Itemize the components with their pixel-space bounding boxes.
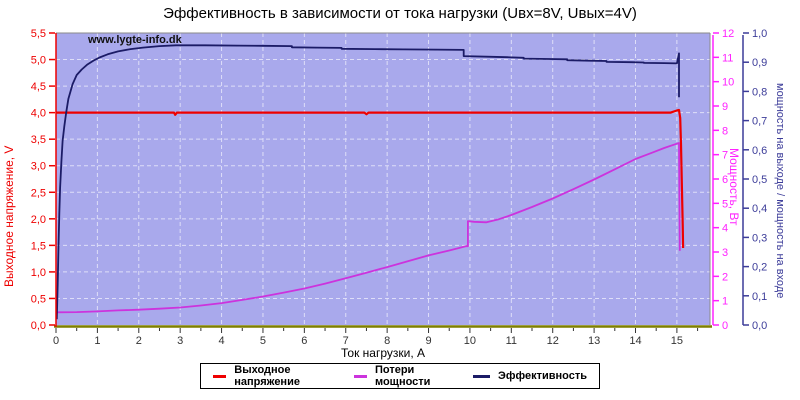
series-power-loss xyxy=(55,142,681,314)
x-tick-label: 5 xyxy=(260,335,266,347)
x-tick-label: 10 xyxy=(464,335,476,347)
series-efficiency xyxy=(55,44,680,320)
x-tick-label: 2 xyxy=(136,335,142,347)
legend-label-efficiency: Эффективность xyxy=(498,370,587,382)
power-tick-label: 2 xyxy=(722,271,728,283)
power-tick-label: 4 xyxy=(722,223,728,235)
legend-swatch-power-loss xyxy=(353,374,367,378)
voltage-tick-label: 5,5 xyxy=(31,28,46,40)
efficiency-tick-label: 0,9 xyxy=(752,57,767,69)
power-tick-label: 1 xyxy=(722,296,728,308)
voltage-tick-label: 2,0 xyxy=(31,214,46,226)
legend-label-output-voltage: Выходное напряжение xyxy=(234,364,300,388)
efficiency-tick-label: 0,8 xyxy=(752,86,767,98)
efficiency-tick-label: 0,4 xyxy=(752,203,767,215)
voltage-tick-label: 2,5 xyxy=(31,187,46,199)
x-tick-label: 11 xyxy=(506,335,517,347)
legend-item-power-loss: Потери мощности xyxy=(353,364,451,388)
efficiency-tick-label: 0,3 xyxy=(752,232,767,244)
legend-item-efficiency: Эффективность xyxy=(473,370,587,382)
x-tick-label: 4 xyxy=(219,335,225,347)
x-tick-label: 14 xyxy=(629,335,641,347)
x-tick-label: 7 xyxy=(343,335,349,347)
y-axis-title-power: Мощность, Вт xyxy=(727,148,741,226)
voltage-tick-label: 3,0 xyxy=(31,161,46,173)
x-tick-label: 3 xyxy=(177,335,183,347)
voltage-tick-label: 1,0 xyxy=(31,267,46,279)
plot-background xyxy=(56,33,710,325)
legend-swatch-efficiency xyxy=(473,374,491,378)
efficiency-tick-label: 1,0 xyxy=(752,28,767,40)
power-tick-label: 12 xyxy=(722,28,734,40)
legend: Выходное напряжение Потери мощности Эффе… xyxy=(200,363,600,389)
voltage-tick-label: 5,0 xyxy=(31,55,46,67)
x-tick-label: 15 xyxy=(671,335,683,347)
power-tick-label: 9 xyxy=(722,101,728,113)
y-axis-title-efficiency: мощность на выходе / мощность на входе xyxy=(774,83,786,299)
x-tick-label: 0 xyxy=(53,335,59,347)
voltage-tick-label: 0,0 xyxy=(31,320,46,332)
x-tick-label: 9 xyxy=(425,335,431,347)
voltage-tick-label: 0,5 xyxy=(31,293,46,305)
y-axis-title-voltage: Выходное напряжение, V xyxy=(2,145,16,287)
power-tick-label: 3 xyxy=(722,247,728,259)
chart-title: Эффективность в зависимости от тока нагр… xyxy=(163,5,637,22)
voltage-tick-label: 3,5 xyxy=(31,134,46,146)
efficiency-tick-label: 0,2 xyxy=(752,262,767,274)
x-tick-label: 6 xyxy=(301,335,307,347)
x-tick-label: 13 xyxy=(588,335,600,347)
voltage-tick-label: 4,0 xyxy=(31,108,46,120)
power-tick-label: 7 xyxy=(722,150,728,162)
legend-swatch-output-voltage xyxy=(213,374,227,378)
power-tick-label: 10 xyxy=(722,77,734,89)
x-tick-label: 12 xyxy=(547,335,559,347)
legend-label-power-loss: Потери мощности xyxy=(374,364,431,388)
power-tick-label: 5 xyxy=(722,198,728,210)
efficiency-tick-label: 0,7 xyxy=(752,116,767,128)
efficiency-tick-label: 0,5 xyxy=(752,174,767,186)
x-tick-label: 8 xyxy=(384,335,390,347)
efficiency-tick-label: 0,6 xyxy=(752,145,767,157)
efficiency-tick-label: 0,1 xyxy=(752,291,767,303)
efficiency-tick-label: 0,0 xyxy=(752,320,767,332)
x-axis-title: Ток нагрузки, А xyxy=(341,346,425,360)
voltage-tick-label: 1,5 xyxy=(31,240,46,252)
x-tick-label: 1 xyxy=(94,335,100,347)
power-tick-label: 6 xyxy=(722,174,728,186)
watermark: www.lygte-info.dk xyxy=(88,34,182,46)
power-tick-label: 0 xyxy=(722,320,728,332)
power-tick-label: 8 xyxy=(722,125,728,137)
series-output-voltage xyxy=(56,108,685,249)
power-tick-label: 11 xyxy=(722,52,733,64)
legend-item-output-voltage: Выходное напряжение xyxy=(213,364,332,388)
voltage-tick-label: 4,5 xyxy=(31,81,46,93)
